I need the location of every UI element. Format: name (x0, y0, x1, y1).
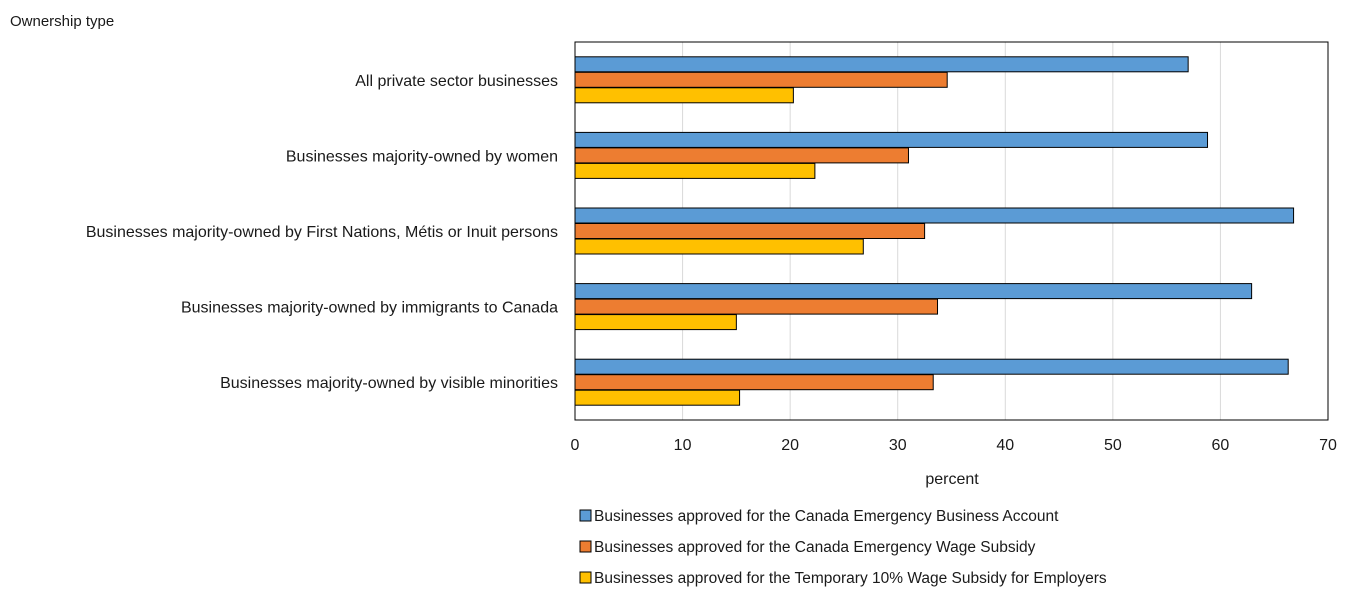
x-tick-label: 40 (996, 437, 1014, 454)
bar (574, 162, 816, 179)
category-label: Businesses majority-owned by First Natio… (86, 224, 558, 241)
bar (574, 56, 1189, 73)
category-labels: All private sector businesses Businesses … (86, 73, 558, 392)
x-tick-label: 30 (889, 437, 907, 454)
bar (574, 131, 1209, 148)
y-axis-title: Ownership type (10, 13, 114, 30)
bar (574, 87, 794, 104)
x-axis-title: percent (925, 471, 979, 488)
bar (574, 223, 926, 239)
bar (574, 71, 948, 88)
legend: Businesses approved for the Canada Emerg… (579, 508, 1107, 587)
legend-swatch (579, 509, 592, 522)
category-label: Businesses majority-owned by immigrants … (181, 300, 558, 317)
x-tick-label: 50 (1104, 437, 1122, 454)
bar (574, 298, 939, 315)
category-label: All private sector businesses (355, 73, 558, 90)
legend-swatch (579, 540, 592, 553)
legend-entry: Businesses approved for the Canada Emerg… (594, 539, 1036, 556)
x-tick-label: 70 (1319, 437, 1337, 454)
category-label: Businesses majority-owned by visible min… (220, 375, 558, 392)
plot-area-frame (574, 41, 1329, 421)
bar (574, 147, 909, 164)
x-tick-label: 0 (571, 437, 580, 454)
legend-entry: Businesses approved for the Canada Emerg… (594, 508, 1059, 525)
bar (574, 207, 1295, 224)
legend-swatch (579, 571, 592, 584)
x-tick-label: 60 (1212, 437, 1230, 454)
bar (574, 314, 737, 331)
category-label: Businesses majority-owned by women (286, 148, 558, 165)
x-tick-label: 10 (674, 437, 692, 454)
bar (574, 389, 741, 406)
bar (574, 238, 864, 255)
bar (574, 283, 1253, 300)
x-tick-label: 20 (781, 437, 799, 454)
bar (574, 358, 1289, 375)
bar (574, 374, 934, 391)
legend-entry: Businesses approved for the Temporary 10… (594, 570, 1107, 587)
x-axis-tick-labels: 0 10 20 30 40 50 60 70 (571, 437, 1337, 454)
